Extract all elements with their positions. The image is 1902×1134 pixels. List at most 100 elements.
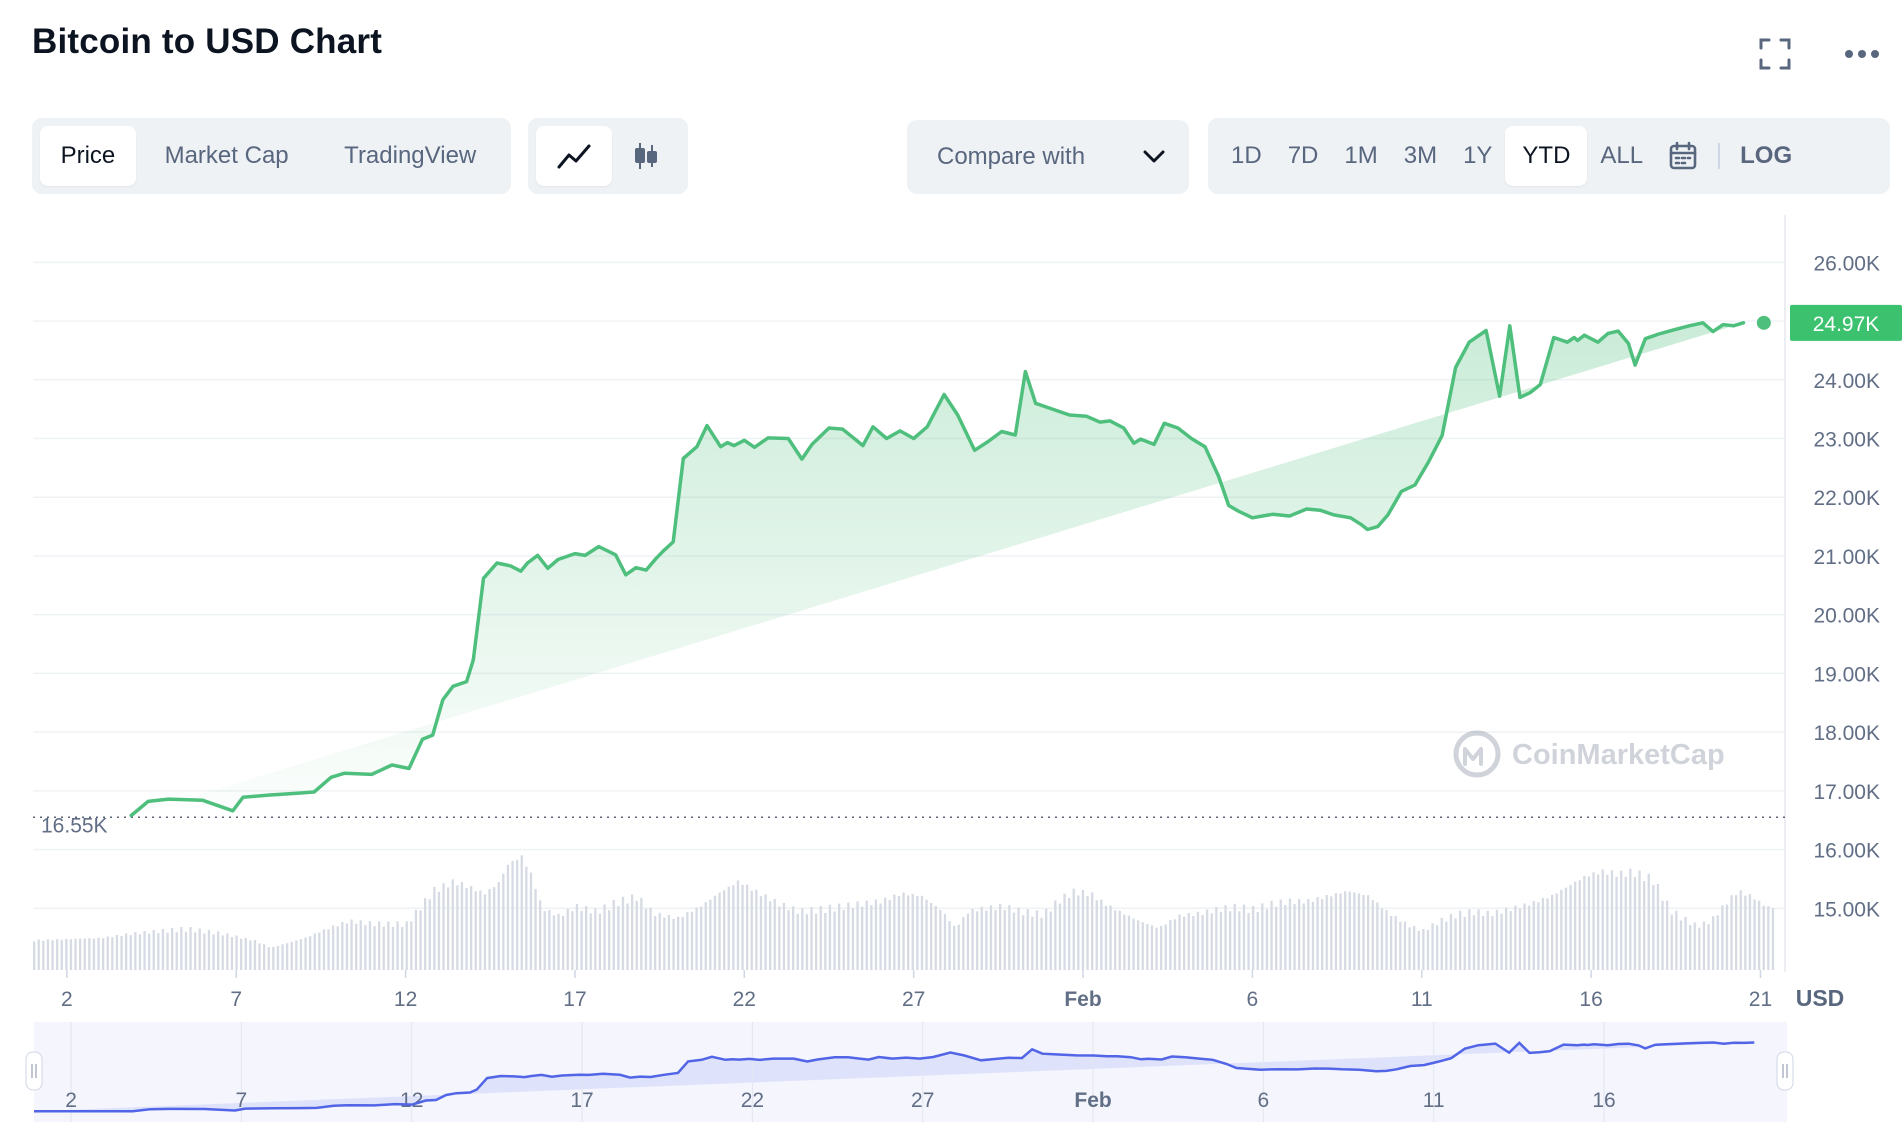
volume-bar [874,899,878,970]
volume-bar [1587,876,1591,970]
volume-bar [920,895,924,970]
volume-bar [92,938,96,970]
line-chart-icon[interactable] [536,126,612,186]
volume-bar [1675,910,1678,970]
navigator-tick-label: 2 [65,1089,77,1112]
volume-bar [171,927,174,970]
navigator-tick-label: 11 [1423,1089,1445,1112]
volume-bar [1344,891,1347,970]
tab-market-cap[interactable]: Market Cap [164,142,289,169]
volume-bar [718,892,721,970]
volume-bar [805,914,809,970]
volume-bar [663,917,666,970]
volume-bar [1399,921,1402,970]
navigator-tick-label: 7 [236,1089,248,1112]
tab-price[interactable]: Price [40,126,136,186]
chevron-down-icon [1143,143,1165,171]
volume-bar [258,943,261,970]
range-3m[interactable]: 3M [1403,142,1438,169]
volume-bar [166,932,169,970]
volume-bar [207,929,211,970]
y-tick-label: 24.00K [1813,370,1880,393]
range-1y[interactable]: 1Y [1463,142,1493,169]
volume-bar [511,860,514,970]
volume-bar [1739,890,1742,970]
volume-bar [198,928,201,970]
compare-with-dropdown[interactable]: Compare with [907,120,1189,194]
calendar-icon[interactable] [1656,126,1710,186]
volume-bar [217,931,220,970]
volume-bar [1045,908,1048,970]
range-1d[interactable]: 1D [1231,142,1262,169]
volume-bar [1578,880,1581,970]
volume-bar [529,872,533,970]
volume-bar [1017,907,1020,970]
volume-bar [235,935,238,970]
volume-bar [598,913,602,970]
volume-bar [548,909,551,970]
volume-bar [1187,913,1190,970]
volume-bar [180,927,183,970]
volume-bar [1385,910,1388,970]
range-7d[interactable]: 7D [1287,142,1319,169]
volume-bar [212,934,215,970]
volume-bar [1357,893,1361,970]
volume-bar [1707,924,1710,970]
volume-bar [1702,921,1706,970]
x-tick-label: 27 [902,988,925,1011]
volume-bar [138,934,142,970]
volume-bar [424,898,427,970]
volume-bar [175,932,178,970]
volume-bar [1339,893,1342,970]
candlestick-icon[interactable] [612,126,680,186]
volume-bar [401,927,404,970]
fullscreen-icon[interactable] [1755,34,1795,74]
volume-bar [493,887,496,970]
volume-bar [506,864,510,970]
volume-bar [585,906,588,970]
price-chart[interactable]: 16.55K CoinMarketCap 26.00K25.00K24.00K2… [0,215,1902,1134]
x-tick-label: 22 [733,988,756,1011]
x-tick-label: 11 [1411,988,1433,1011]
volume-bar [1100,899,1103,970]
y-axis: 26.00K25.00K24.00K23.00K22.00K21.00K20.0… [1813,252,1880,921]
volume-bar [1693,922,1696,970]
navigator-left-handle[interactable] [25,1051,43,1091]
volume-bar [414,909,418,970]
volume-bar [667,914,671,970]
volume-bar [396,921,399,970]
volume-bar [336,926,339,970]
volume-bar [525,866,528,970]
log-scale-toggle[interactable]: LOG [1740,142,1793,169]
chart-style-toggle [528,118,688,194]
volume-bar [1288,898,1292,970]
navigator-line [34,1041,1755,1113]
volume-bar [290,941,293,970]
volume-bar [1698,927,1701,970]
range-all[interactable]: ALL [1600,142,1644,169]
volume-bar [1233,903,1236,970]
range-1m[interactable]: 1M [1344,142,1378,169]
range-navigator[interactable]: 2 7 12 17 22 27 Feb 6 11 16 [25,1022,1794,1122]
volume-bar [1509,911,1512,970]
volume-bar [410,921,413,970]
volume-bar [1601,869,1604,970]
volume-bar [787,910,790,970]
volume-bar [1767,906,1770,970]
volume-bar [1330,896,1333,970]
more-dots-icon[interactable] [1842,34,1882,74]
volume-bar [1583,875,1586,970]
volume-bar [989,905,993,970]
tab-tradingview[interactable]: TradingView [344,142,477,169]
volume-bar [1449,913,1453,970]
volume-bar [1201,915,1204,970]
volume-bars [33,855,1775,970]
volume-bar [1261,903,1264,970]
volume-bar [516,859,519,970]
volume-bar [842,909,845,970]
volume-bar [534,888,537,970]
volume-bar [1302,903,1305,970]
range-ytd[interactable]: YTD [1505,126,1588,186]
x-tick-label: 12 [394,988,417,1011]
navigator-right-handle[interactable] [1776,1051,1794,1091]
